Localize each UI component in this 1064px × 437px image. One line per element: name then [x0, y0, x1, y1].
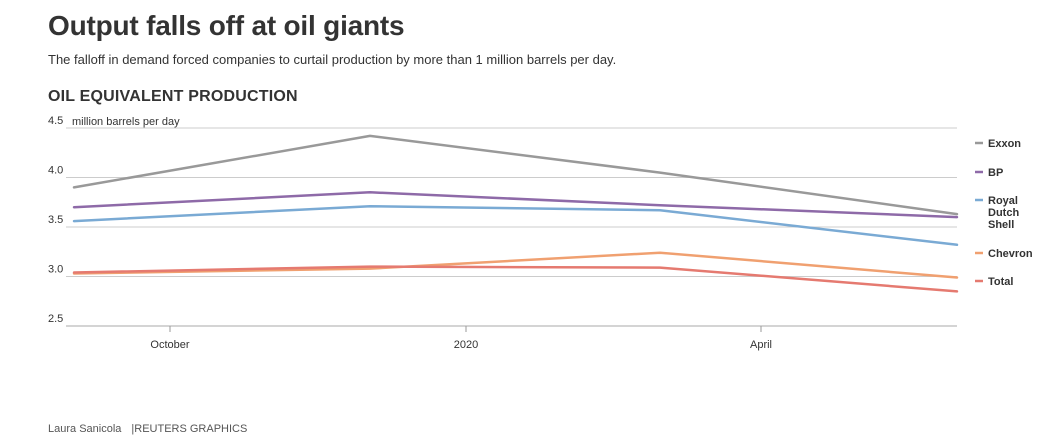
- y-tick-label: 2.5: [48, 313, 63, 325]
- series-lines: [72, 134, 959, 293]
- series-line-chevron: [72, 251, 959, 279]
- series-line-exxon: [72, 134, 959, 216]
- series-line-bp: [72, 191, 959, 219]
- y-tick-label: 4.0: [48, 165, 63, 177]
- source-credit: REUTERS GRAPHICS: [134, 423, 248, 435]
- x-tick-label: October: [150, 339, 189, 351]
- legend-label: Exxon: [988, 138, 1021, 150]
- y-axis-ticks: 2.5 3.0 3.5 4.0 4.5: [48, 115, 63, 325]
- author-credit: Laura Sanicola: [48, 423, 122, 435]
- legend: Exxon BP Royal Dutch Shell Chevron Total: [975, 138, 1033, 288]
- y-tick-label: 3.5: [48, 214, 63, 226]
- chart-gridlines: [66, 127, 957, 327]
- footer-separator: |: [131, 423, 135, 435]
- legend-label: Royal Dutch Shell: [988, 195, 1019, 231]
- legend-label: Chevron: [988, 248, 1033, 260]
- chart-title: OIL EQUIVALENT PRODUCTION: [48, 88, 298, 105]
- page-title: Output falls off at oil giants: [48, 10, 405, 41]
- series-line-total: [72, 265, 959, 293]
- y-tick-label: 3.0: [48, 264, 63, 276]
- y-axis-label: million barrels per day: [72, 116, 180, 128]
- legend-label: Total: [988, 276, 1013, 288]
- footer: Laura Sanicola |REUTERS GRAPHICS: [48, 423, 247, 435]
- x-tick-label: April: [750, 339, 772, 351]
- x-tick-label: 2020: [454, 339, 478, 351]
- y-tick-label: 4.5: [48, 115, 63, 127]
- legend-label: BP: [988, 167, 1003, 179]
- page-subtitle: The falloff in demand forced companies t…: [48, 52, 617, 67]
- series-line-royal-dutch-shell: [72, 204, 959, 247]
- x-axis-ticks: October 2020 April: [150, 326, 772, 351]
